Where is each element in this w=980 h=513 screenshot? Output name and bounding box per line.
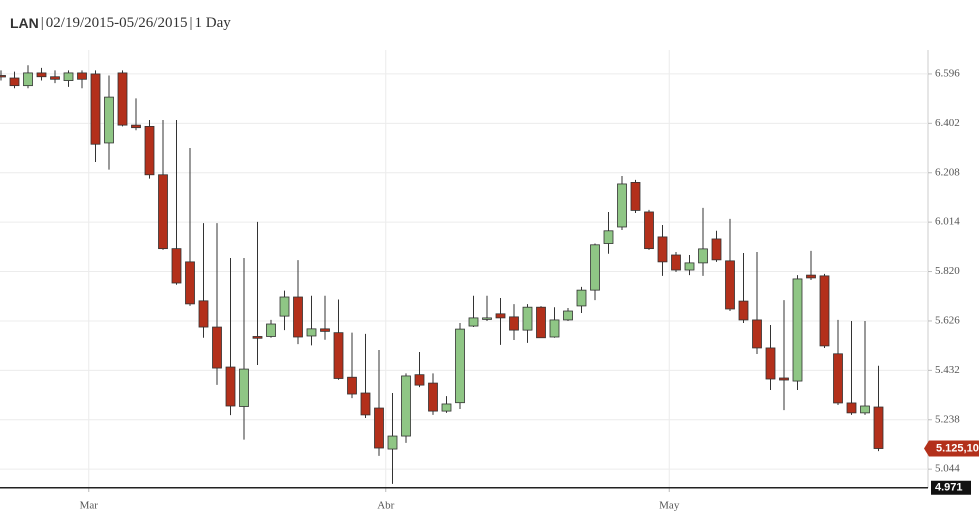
candle-body	[603, 230, 614, 244]
candle-body	[117, 72, 128, 126]
candle-body	[374, 407, 384, 449]
title-part: LAN	[10, 15, 39, 31]
y-tick-label: 6.402	[935, 117, 960, 129]
title-part: 02/19/2015-05/26/2015	[46, 15, 188, 31]
candle-body	[522, 306, 533, 331]
candle-body	[293, 296, 303, 338]
candle-body	[198, 300, 209, 328]
title-part: |	[41, 15, 44, 31]
candle-body	[185, 261, 195, 305]
y-tick-label: 5.820	[935, 265, 960, 277]
candle-body	[36, 72, 47, 78]
candle-body	[0, 75, 6, 78]
candle-body	[819, 275, 830, 347]
candle-body	[360, 392, 371, 416]
candle-body	[657, 236, 668, 263]
candle-body	[387, 435, 398, 450]
candle-body	[684, 262, 695, 271]
candle-body	[873, 406, 884, 449]
x-tick-label: Mar	[80, 500, 99, 512]
candle-body	[347, 376, 357, 395]
last-price-label: 5.125,10	[936, 442, 979, 454]
candle-body	[144, 125, 155, 176]
candle-body	[171, 248, 182, 284]
candle-body	[455, 328, 465, 404]
candle-body	[671, 254, 681, 271]
x-tick-label: Abr	[377, 500, 394, 512]
candle-body	[9, 77, 20, 87]
candle-body	[630, 182, 641, 211]
candle-body	[792, 278, 803, 382]
y-tick-label: 5.238	[935, 413, 960, 425]
title-part: |	[189, 15, 192, 31]
y-tick-label: 5.432	[935, 364, 960, 376]
candle-body	[225, 366, 236, 407]
reference-tag	[931, 480, 971, 495]
candle-body	[212, 326, 222, 369]
candle-body	[698, 248, 708, 264]
candle-body	[306, 328, 317, 337]
candle-body	[23, 72, 33, 87]
candle-body	[131, 124, 141, 129]
candle-body	[428, 382, 438, 412]
candle-body	[711, 238, 722, 261]
candle-body	[77, 72, 87, 80]
plot-area	[0, 50, 928, 488]
candle-body	[833, 353, 843, 404]
candle-body	[333, 332, 344, 379]
candle-body	[482, 317, 492, 320]
candle-body	[549, 319, 560, 338]
candle-body	[158, 174, 168, 250]
candle-body	[266, 323, 276, 337]
title-part: 1 Day	[194, 15, 231, 31]
y-tick-label: 5.044	[935, 463, 960, 475]
candle-body	[617, 183, 627, 228]
candle-body	[414, 374, 425, 386]
candle-body	[401, 375, 411, 437]
x-tick-label: May	[659, 500, 680, 512]
candle-body	[252, 336, 263, 339]
candle-body	[468, 317, 479, 327]
chart-title: LAN | 02/19/2015-05/26/2015 | 1 Day	[10, 15, 231, 32]
candle-body	[644, 211, 654, 250]
candle-body	[509, 316, 519, 331]
candle-body	[860, 405, 870, 414]
candle-body	[738, 300, 749, 321]
candle-body	[806, 274, 816, 279]
y-tick-label: 5.626	[935, 314, 960, 326]
candle-body	[536, 306, 546, 339]
candle-body	[320, 328, 330, 332]
candle-body	[441, 403, 452, 412]
candle-body	[495, 313, 506, 319]
candle-body	[63, 72, 74, 81]
candle-body	[50, 76, 60, 80]
last-price-tag	[924, 440, 979, 457]
candle-body	[563, 310, 573, 321]
candle-body	[104, 96, 114, 144]
candle-body	[90, 73, 101, 145]
candle-body	[576, 289, 587, 307]
y-tick-label: 6.014	[935, 216, 960, 228]
candle-body	[279, 296, 290, 317]
candle-body	[779, 377, 789, 381]
candle-body	[846, 402, 857, 414]
candle-body	[239, 368, 249, 407]
y-tick-label: 6.596	[935, 67, 960, 79]
reference-label: 4.971	[935, 482, 963, 494]
candle-body	[765, 347, 776, 380]
y-tick-label: 6.208	[935, 166, 960, 178]
candle-body	[752, 319, 762, 349]
candle-body	[590, 244, 600, 291]
candle-body	[725, 260, 735, 310]
